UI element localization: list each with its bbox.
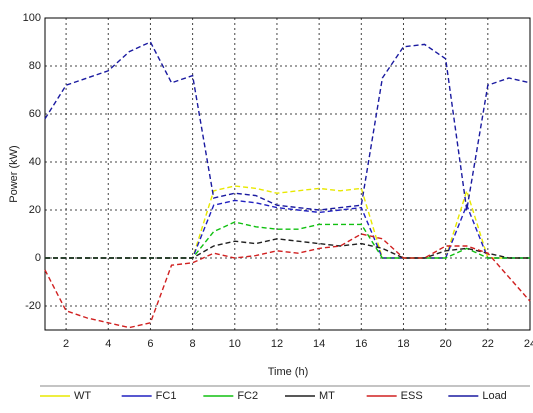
legend-label: FC2 <box>237 390 258 402</box>
y-tick-label: 80 <box>29 60 41 72</box>
x-tick-label: 6 <box>147 338 153 350</box>
x-tick-label: 20 <box>440 338 452 350</box>
x-tick-label: 14 <box>313 338 325 350</box>
series-line <box>45 185 530 259</box>
y-tick-label: 60 <box>29 108 41 120</box>
x-tick-label: 24 <box>524 338 533 350</box>
series-line <box>44 41 531 211</box>
y-tick-label: 0 <box>35 252 41 264</box>
series-line <box>45 238 530 259</box>
x-tick-label: 12 <box>271 338 283 350</box>
y-tick-label: -20 <box>25 300 41 312</box>
legend-label: ESS <box>401 390 423 402</box>
y-tick-label: 100 <box>23 12 41 24</box>
x-tick-label: 2 <box>63 338 69 350</box>
legend-label: Load <box>482 390 506 402</box>
y-tick-label: 20 <box>29 204 41 216</box>
legend-label: FC1 <box>156 390 177 402</box>
legend-label: MT <box>319 390 335 402</box>
x-tick-label: 16 <box>355 338 367 350</box>
x-axis-label: Time (h) <box>268 366 309 378</box>
x-tick-label: 4 <box>105 338 111 350</box>
y-axis-label: Power (kW) <box>8 145 20 202</box>
plot-frame <box>44 17 531 331</box>
x-tick-label: 10 <box>229 338 241 350</box>
series-line <box>44 233 531 329</box>
legend-label: WT <box>74 390 91 402</box>
y-tick-label: 40 <box>29 156 41 168</box>
x-tick-label: 18 <box>397 338 409 350</box>
x-tick-label: 8 <box>190 338 196 350</box>
x-tick-label: 22 <box>482 338 494 350</box>
